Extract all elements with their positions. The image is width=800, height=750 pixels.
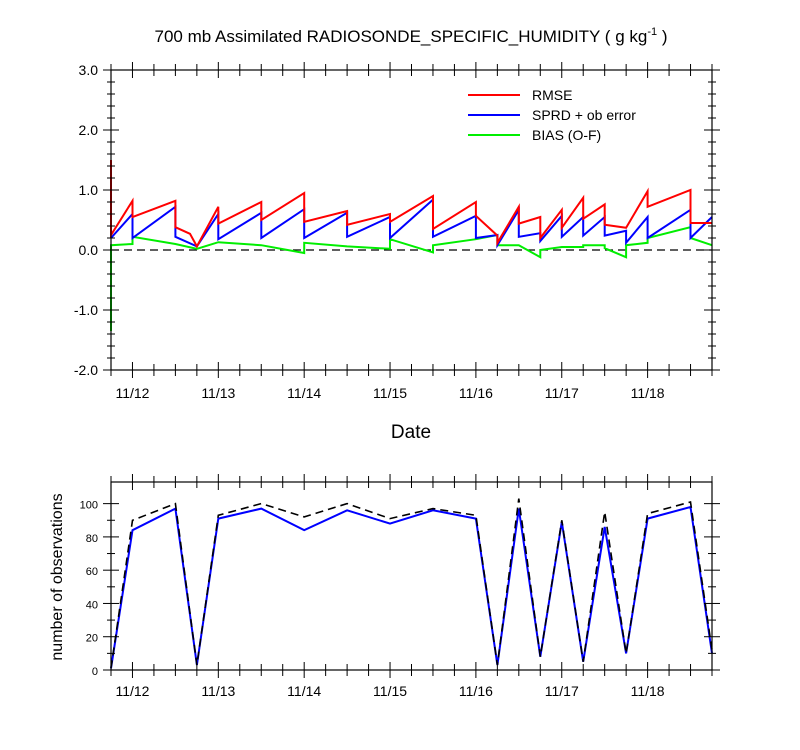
y-tick-label: 100 bbox=[80, 500, 98, 512]
series-line-assimilated bbox=[110, 505, 713, 669]
x-tick-label: 11/16 bbox=[459, 385, 493, 401]
x-tick-label: 11/12 bbox=[115, 683, 149, 699]
y-tick-label: 20 bbox=[86, 633, 98, 645]
series-line-bias-o-f- bbox=[110, 225, 713, 331]
y-tick-label: -1.0 bbox=[74, 302, 98, 318]
x-tick-label: 11/14 bbox=[287, 683, 321, 699]
x-tick-label: 11/16 bbox=[459, 683, 493, 699]
y-tick-label: 0.0 bbox=[79, 242, 99, 258]
chart-title-suffix: ) bbox=[657, 27, 667, 46]
chart-title-exponent: -1 bbox=[647, 26, 657, 38]
x-tick-label: 11/15 bbox=[373, 683, 407, 699]
y-tick-label: 40 bbox=[86, 599, 98, 611]
rmse-spread-bias-chart: 700 mb Assimilated RADIOSONDE_SPECIFIC_H… bbox=[74, 26, 720, 443]
chart-title: 700 mb Assimilated RADIOSONDE_SPECIFIC_H… bbox=[155, 26, 668, 46]
y-tick-label: 80 bbox=[86, 533, 98, 545]
bottom-axes-layer: 0 20 40 60 80 100 11/12 11/13 11/14 11/15 11/16 11/… bbox=[80, 474, 720, 699]
y-tick-label: 60 bbox=[86, 566, 98, 578]
y-tick-label: 2.0 bbox=[79, 122, 99, 138]
series-line-possible bbox=[110, 498, 713, 669]
top-axes-layer: -2.0 -1.0 0.0 1.0 2.0 3.0 11/12 11/13 11/14 11/15… bbox=[74, 62, 720, 401]
x-tick-label: 11/13 bbox=[201, 385, 235, 401]
bottom-series-layer bbox=[110, 498, 713, 669]
y-axis-label-observations: number of observations bbox=[49, 493, 66, 660]
x-tick-label: 11/18 bbox=[631, 683, 665, 699]
legend-label: SPRD + ob error bbox=[532, 107, 636, 123]
x-tick-label: 11/18 bbox=[631, 385, 665, 401]
x-tick-label: 11/17 bbox=[545, 683, 579, 699]
x-tick-label: 11/13 bbox=[201, 683, 235, 699]
legend-label: BIAS (O-F) bbox=[532, 127, 601, 143]
y-tick-label: -2.0 bbox=[74, 362, 98, 378]
x-tick-label: 11/14 bbox=[287, 385, 321, 401]
y-tick-label: 0 bbox=[92, 666, 98, 678]
top-series-layer bbox=[110, 160, 713, 331]
legend: RMSE SPRD + ob error BIAS (O-F) bbox=[468, 87, 636, 143]
series-line-rmse bbox=[110, 160, 712, 249]
x-axis-label: Date bbox=[391, 422, 431, 443]
chart-title-main: 700 mb Assimilated RADIOSONDE_SPECIFIC_H… bbox=[155, 27, 648, 46]
observation-count-chart: 0 20 40 60 80 100 11/12 11/13 11/14 11/15 11/16 11/… bbox=[49, 474, 720, 699]
y-tick-label: 1.0 bbox=[79, 182, 99, 198]
x-tick-label: 11/15 bbox=[373, 385, 407, 401]
legend-label: RMSE bbox=[532, 87, 572, 103]
x-tick-label: 11/12 bbox=[115, 385, 149, 401]
x-tick-label: 11/17 bbox=[545, 385, 579, 401]
y-tick-label: 3.0 bbox=[79, 62, 99, 78]
